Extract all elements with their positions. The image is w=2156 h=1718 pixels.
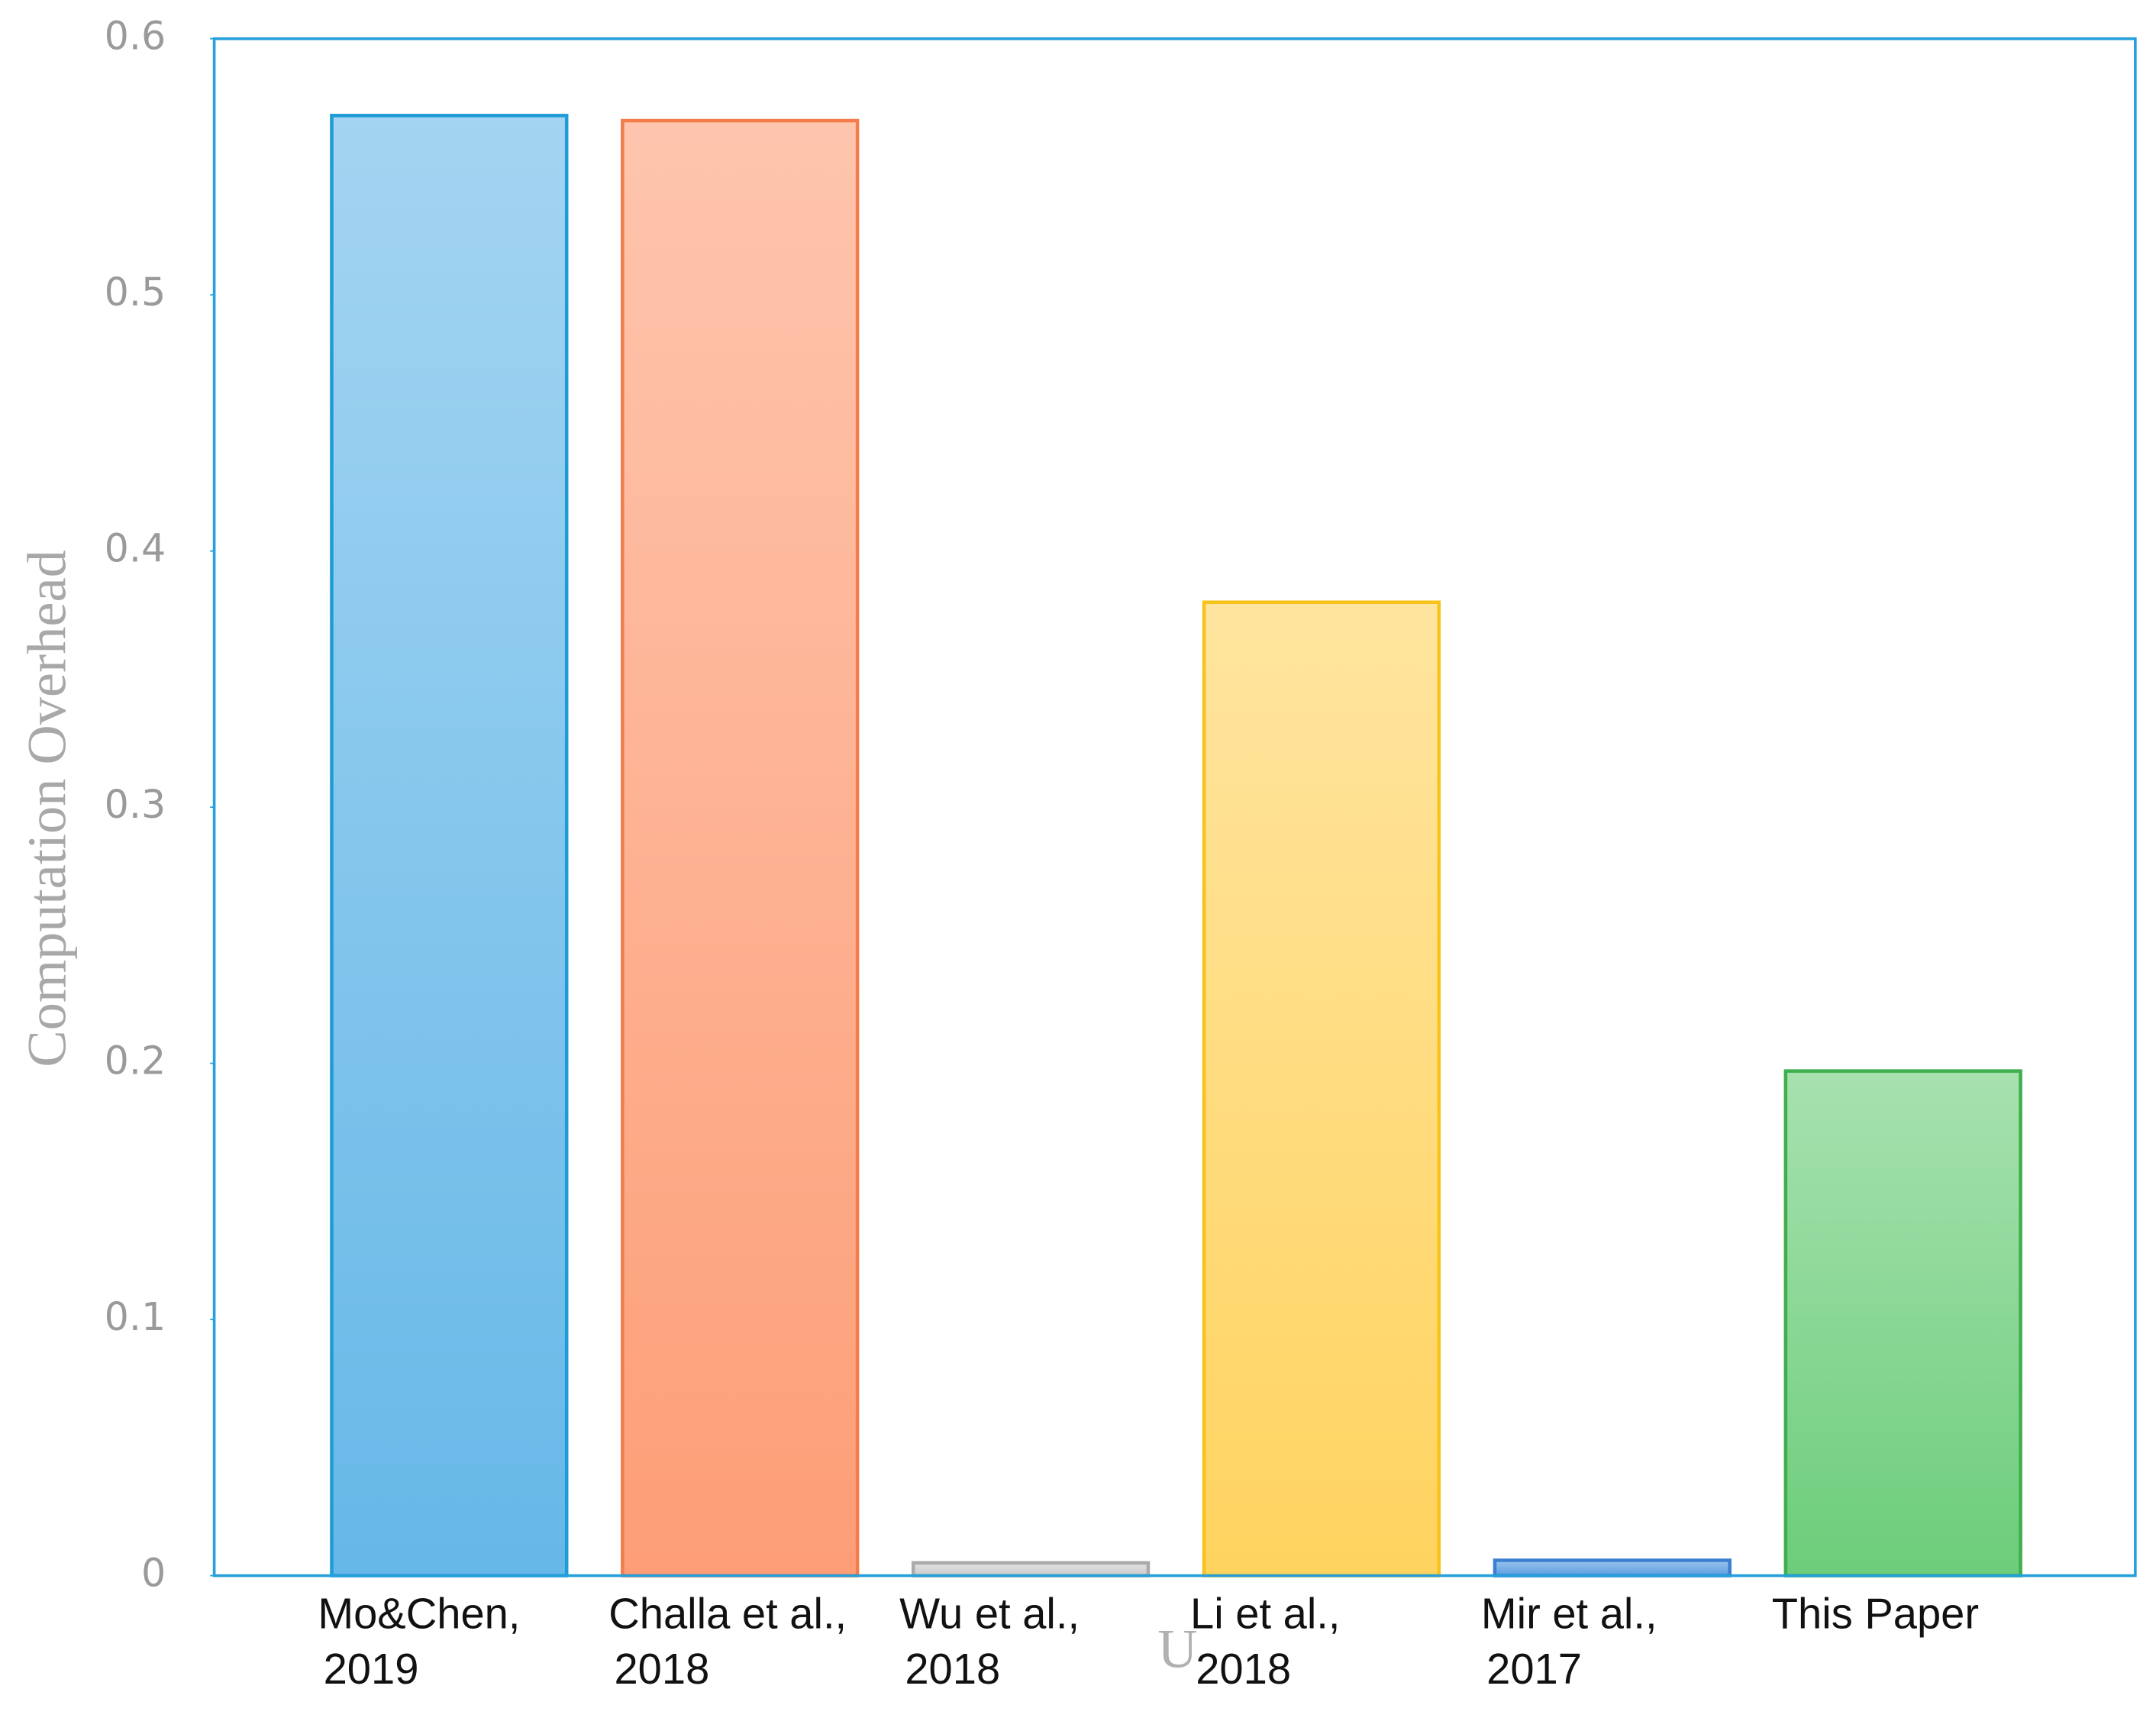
y-tick-label: 0.6 [105,14,166,59]
x-tick-label: Mir et al., [1481,1590,1657,1638]
x-tick-label: 2018 [905,1645,1000,1693]
y-tick-label: 0.4 [105,526,166,571]
x-tick-label: 2018 [1196,1645,1291,1693]
bar [1202,600,1441,1578]
bar [330,114,569,1578]
x-tick-label: Li et al., [1190,1590,1341,1638]
y-tick-label: 0.2 [105,1038,166,1083]
bar [1783,1069,2022,1578]
x-tick-label: This Paper [1772,1590,1979,1638]
bar [1493,1558,1732,1578]
annotation: U [1157,1617,1197,1679]
x-tick-label: Mo&Chen, [318,1590,520,1638]
x-tick-label: 2017 [1486,1645,1582,1693]
y-tick-label: 0.5 [105,270,166,315]
x-tick-label: Wu et al., [899,1590,1080,1638]
y-tick-label: 0.1 [105,1294,166,1339]
bar [911,1561,1151,1578]
y-tick-label: 0.3 [105,782,166,827]
y-axis-label: Computation Overhead [15,550,77,1067]
x-tick-label: 2018 [614,1645,709,1693]
bar [621,118,860,1578]
y-tick-label: 0 [141,1551,166,1596]
x-tick-label: 2019 [324,1645,419,1693]
x-tick-label: Challa et al., [608,1590,847,1638]
plot-frame [212,37,2137,1578]
